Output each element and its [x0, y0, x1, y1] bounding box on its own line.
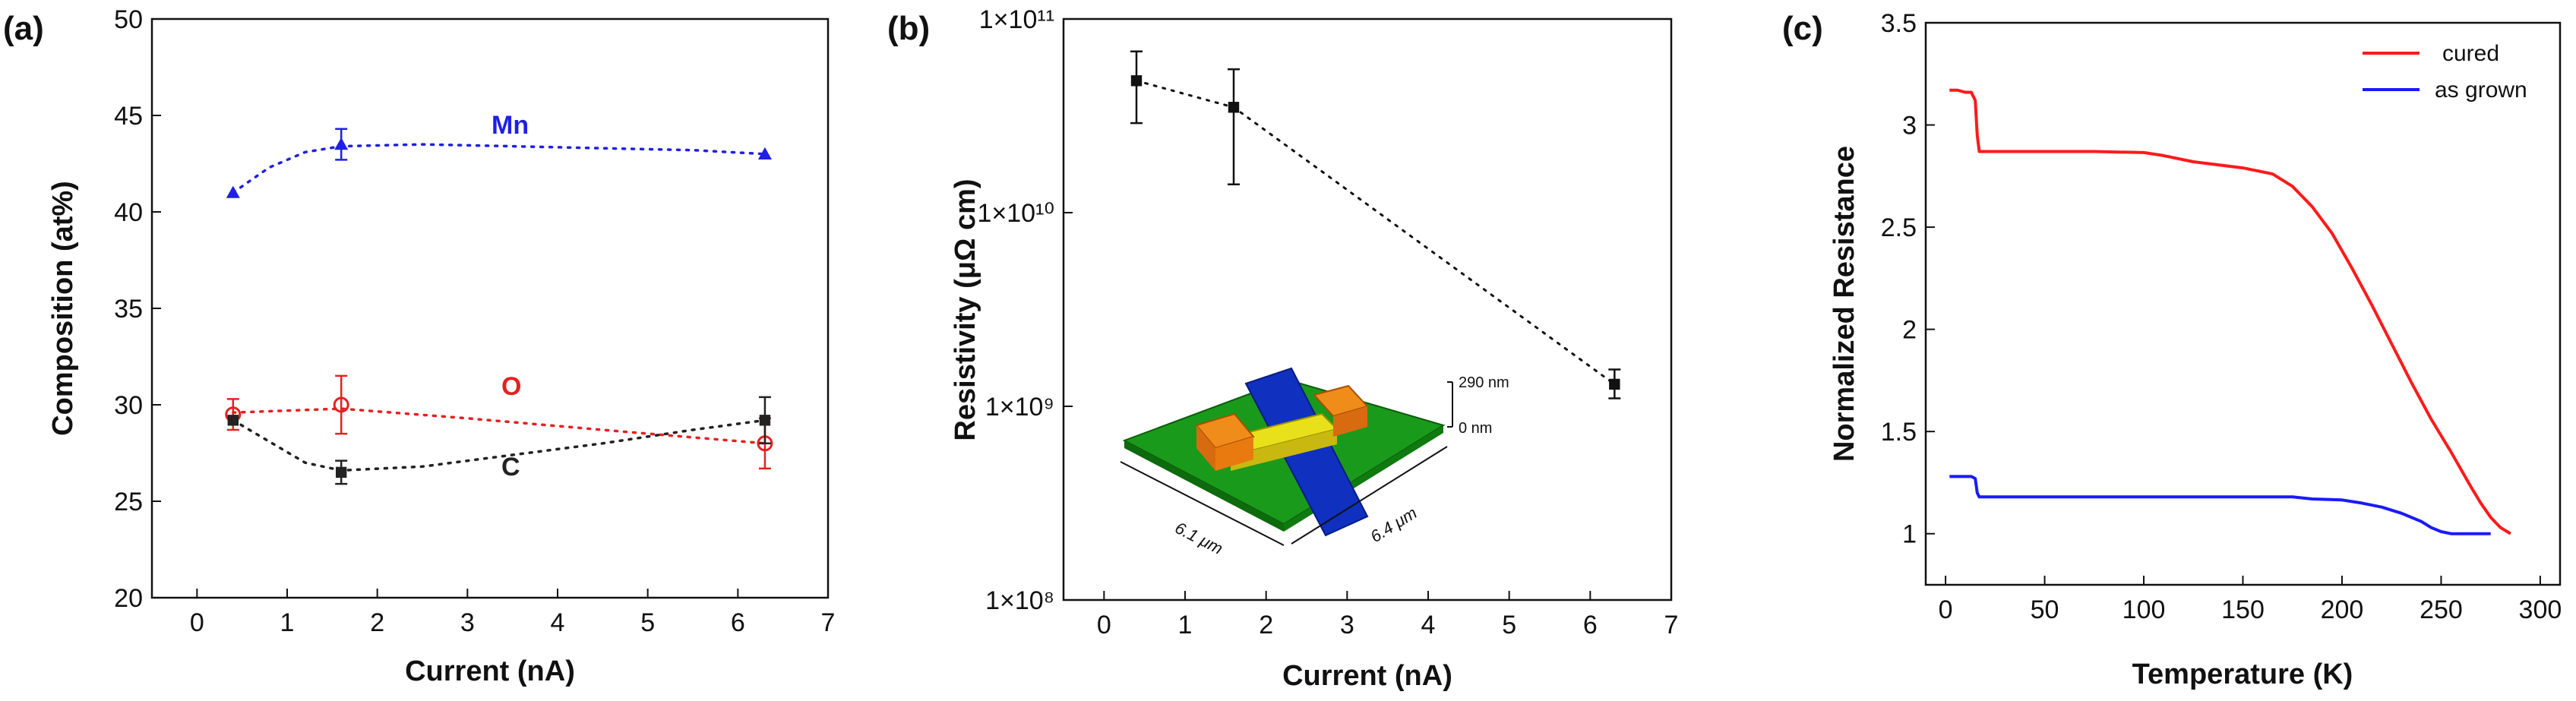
panel-c-y-axis-label: Normalized Resistance — [1828, 146, 1860, 462]
afm-3d-inset: 290 nm 0 nm 6.1 μm 6.4 μm — [1120, 367, 1509, 558]
series-label-mn: Mn — [491, 111, 529, 140]
inset-pad-left-side — [1215, 437, 1253, 471]
panel-a-x-tick-label: 3 — [460, 608, 475, 637]
series-cured-line — [1949, 88, 2511, 535]
inset-z-bottom-label: 0 nm — [1459, 420, 1492, 437]
panel-c-y-tick-label: 2 — [1902, 316, 1917, 345]
panel-a-frame — [150, 17, 830, 599]
panel-a-y-tick-label: 40 — [114, 198, 143, 227]
inset-depth-axis — [1291, 446, 1448, 545]
panel-c-ticks: 0 50 100 150 200 250 300 1 1.5 2 2.5 3 3.5 — [1881, 9, 2562, 624]
resistivity-fit-line — [1135, 79, 1616, 386]
panel-a-x-axis-label: Current (nA) — [405, 655, 575, 687]
series-label-c: C — [501, 453, 520, 482]
series-c-point — [759, 415, 771, 426]
inset-bar-yellow-front — [1231, 429, 1337, 471]
panel-a-x-tick-label: 4 — [551, 608, 565, 637]
panel-b-frame — [1062, 17, 1673, 602]
series-o-point — [333, 396, 349, 413]
panel-a-x-tick-label: 6 — [731, 608, 745, 637]
panel-b-y-tick-label: 1×10¹¹ — [979, 5, 1054, 34]
panel-a-x-tick-label: 1 — [280, 608, 295, 637]
panel-b-chart: (b) 0 1 2 3 4 5 6 7 1×10⁸ 1×10⁹ 1×10¹⁰ 1×10¹¹ 290 n… — [887, 5, 1678, 692]
series-mn-point — [334, 137, 349, 150]
inset-z-top-label: 290 nm — [1459, 374, 1509, 391]
panel-b-x-axis-label: Current (nA) — [1282, 660, 1452, 692]
panel-c-x-tick-label: 0 — [1939, 595, 1953, 624]
legend-label-cured: cured — [2442, 41, 2499, 66]
panel-c-y-tick-label: 3.5 — [1881, 9, 1917, 38]
panel-c-x-tick-label: 50 — [2031, 595, 2059, 624]
panel-b-x-tick-label: 2 — [1259, 611, 1273, 639]
panel-c-x-tick-label: 250 — [2420, 595, 2463, 624]
panel-c-legend: cured as grown — [2363, 41, 2527, 103]
panel-a-x-tick-label: 7 — [821, 608, 836, 637]
resistivity-point — [1130, 75, 1143, 87]
panel-b-y-tick-label: 1×10⁸ — [985, 586, 1054, 615]
panel-b-x-tick-label: 3 — [1340, 611, 1354, 639]
panel-c-y-tick-label: 3 — [1902, 112, 1917, 141]
panel-b-y-axis-label: Resistivity (μΩ cm) — [950, 178, 981, 440]
panel-c-y-tick-label: 2.5 — [1881, 213, 1917, 242]
inset-pad-left-front — [1196, 425, 1215, 471]
panel-b-x-tick-label: 6 — [1583, 611, 1598, 639]
panel-b-x-tick-label: 7 — [1664, 611, 1679, 639]
series-mn-fit-line — [232, 143, 766, 194]
panel-a-y-tick-label: 35 — [114, 295, 143, 324]
panel-a-series — [225, 128, 773, 485]
series-c-fit-line — [232, 418, 766, 472]
panel-b-series — [1130, 50, 1621, 399]
panel-a-y-tick-label: 20 — [114, 584, 143, 613]
panel-c-x-tick-label: 200 — [2321, 595, 2364, 624]
panel-b-ticks: 0 1 2 3 4 5 6 7 1×10⁸ 1×10⁹ 1×10¹⁰ 1×10¹¹ — [977, 5, 1678, 639]
panel-c-x-axis-label: Temperature (K) — [2132, 658, 2353, 690]
series-as-grown-line — [1949, 475, 2491, 535]
inset-depth-label: 6.4 μm — [1367, 503, 1420, 546]
resistivity-point — [1609, 378, 1620, 390]
panel-a-y-tick-label: 30 — [114, 391, 143, 420]
inset-width-label: 6.1 μm — [1172, 518, 1226, 558]
panel-c-x-tick-label: 100 — [2122, 595, 2166, 624]
resistivity-point — [1228, 102, 1240, 113]
panel-a-y-tick-label: 45 — [114, 102, 143, 131]
panel-b-x-tick-label: 0 — [1097, 611, 1111, 639]
panel-a-x-tick-label: 5 — [640, 608, 655, 637]
panel-a-label: (a) — [3, 10, 44, 47]
panel-a-y-tick-label: 25 — [114, 488, 143, 516]
panel-b-y-tick-label: 1×10¹⁰ — [977, 199, 1054, 228]
panel-b-label: (b) — [887, 10, 930, 47]
panel-c-series — [1949, 88, 2511, 535]
panel-b-x-tick-label: 5 — [1502, 611, 1516, 639]
panel-c-y-tick-label: 1.5 — [1881, 418, 1917, 447]
panel-a-y-axis-label: Composition (at%) — [47, 181, 79, 436]
panel-b-x-tick-label: 4 — [1421, 611, 1436, 639]
inset-width-axis — [1120, 461, 1285, 546]
series-c-point — [336, 466, 347, 478]
panel-a-x-tick-label: 0 — [190, 608, 204, 637]
series-o-fit-line — [232, 407, 766, 445]
panel-a-y-tick-label: 50 — [114, 5, 143, 34]
panel-c-x-tick-label: 150 — [2221, 595, 2265, 624]
series-mn-point — [757, 147, 772, 159]
panel-a-x-tick-label: 2 — [370, 608, 384, 637]
panel-c-chart: (c) 0 50 100 150 200 250 300 1 1.5 2 2.5 3 3.5 cured… — [1782, 9, 2562, 690]
panel-b-y-tick-label: 1×10⁹ — [985, 393, 1054, 422]
series-c-point — [227, 415, 239, 426]
panel-c-y-tick-label: 1 — [1902, 520, 1917, 549]
panel-c-label: (c) — [1782, 10, 1823, 47]
panel-b-x-tick-label: 1 — [1178, 611, 1193, 639]
inset-substrate-side — [1124, 440, 1284, 532]
legend-label-as-grown: as grown — [2435, 77, 2527, 103]
panel-c-frame — [1924, 21, 2562, 586]
inset-pad-right-front — [1333, 406, 1367, 437]
series-mn-point — [226, 185, 240, 198]
series-label-o: O — [501, 372, 521, 401]
panel-c-x-tick-label: 300 — [2519, 595, 2562, 624]
